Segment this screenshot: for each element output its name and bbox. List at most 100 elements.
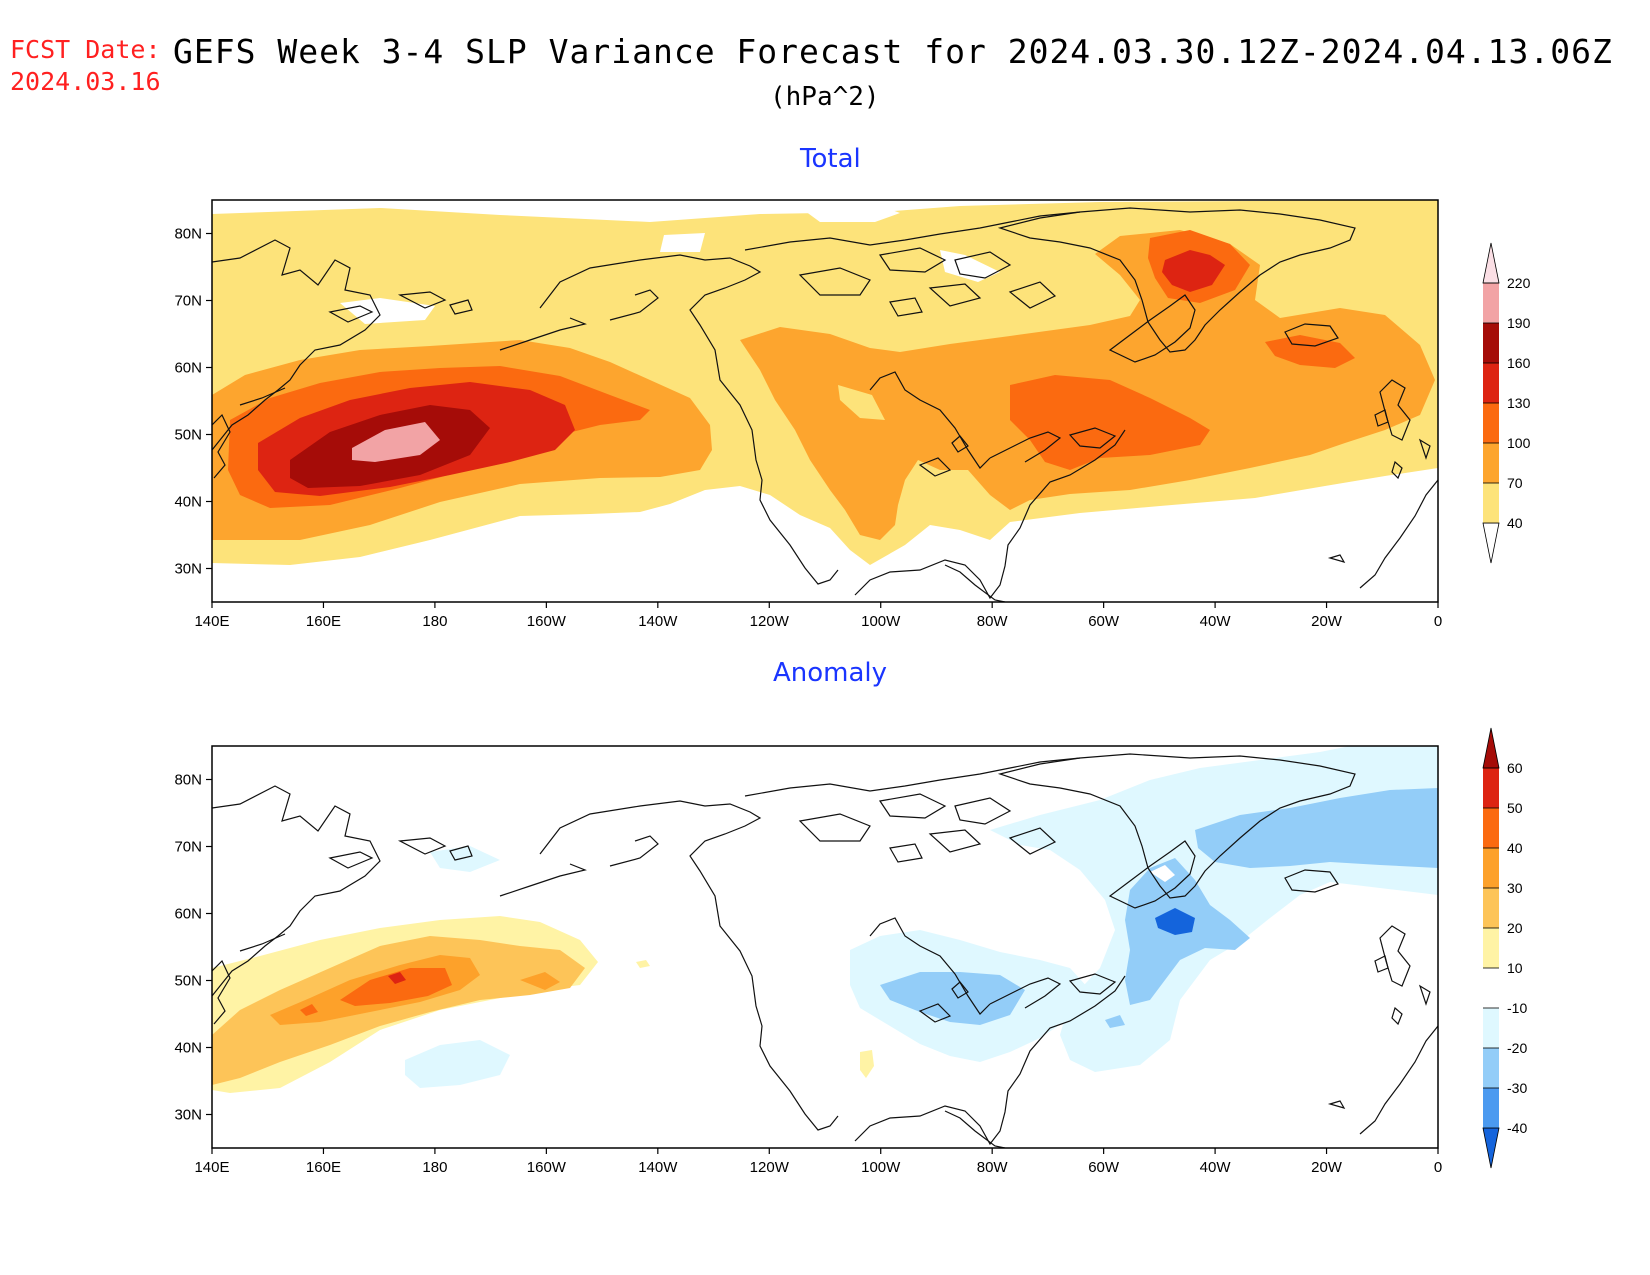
figure-units: (hPa^2) [770, 82, 880, 112]
total-colorbar-label: 40 [1507, 515, 1523, 531]
total-lat-tick-label: 70N [174, 293, 202, 310]
total-gap-siberia [340, 298, 435, 324]
anomaly-lon-tick-label: 20W [1311, 1159, 1343, 1176]
anomaly-colorbar-label: -40 [1507, 1120, 1527, 1136]
anomaly-lon-tick-label: 140E [194, 1159, 229, 1176]
total-axis-ticks: 30N 40N 50N 60N 70N 80N 140E 160E 180 160W 140W 120… [174, 226, 1442, 631]
total-lon-tick-label: 160W [527, 613, 567, 630]
anomaly-colorbar-band [1483, 768, 1499, 808]
total-colorbar-label: 220 [1507, 275, 1531, 291]
anomaly-lat-tick-label: 50N [174, 973, 202, 990]
forecast-date: FCST Date: 2024.03.16 [10, 34, 161, 98]
anomaly-level-10-spot [860, 1050, 874, 1078]
anomaly-level-20-region [212, 936, 585, 1085]
total-lat-tick-label: 50N [174, 427, 202, 444]
total-lat-tick-label: 30N [174, 561, 202, 578]
anomaly-gap-hole [1150, 865, 1175, 882]
total-colorbar-band [1483, 323, 1499, 363]
anomaly-colorbar-band [1483, 1048, 1499, 1088]
forecast-date-label: FCST Date: [10, 35, 161, 64]
total-level-100-iceland [1265, 335, 1355, 368]
anomaly-neg20-great-lakes [880, 972, 1025, 1025]
total-colorbar-lower-triangle [1482, 522, 1500, 564]
total-colorbar-band [1483, 483, 1499, 523]
anomaly-map-frame [211, 745, 1439, 1149]
total-gap-arctic [790, 200, 900, 222]
anomaly-level-10-speck [636, 960, 650, 968]
total-lon-tick-label: 180 [422, 613, 447, 630]
anomaly-lat-tick-label: 60N [174, 906, 202, 923]
anomaly-lat-tick-label: 40N [174, 1040, 202, 1057]
anomaly-lon-tick-label: 80W [977, 1159, 1009, 1176]
anomaly-lon-tick-label: 160W [527, 1159, 567, 1176]
anomaly-lat-tick-label: 30N [174, 1107, 202, 1124]
total-lon-tick-label: 140E [194, 613, 229, 630]
total-contours [212, 200, 1438, 602]
panel-title-total: Total [800, 144, 861, 174]
anomaly-colorbar-band [1483, 928, 1499, 968]
anomaly-lon-tick-label: 160E [306, 1159, 341, 1176]
anomaly-lon-tick-label: 60W [1088, 1159, 1120, 1176]
anomaly-lon-tick-label: 0 [1434, 1159, 1442, 1176]
anomaly-axis-ticks: 30N 40N 50N 60N 70N 80N 140E 160E 180 160W 140W 120… [174, 772, 1442, 1177]
anomaly-neg20-spot [1105, 1015, 1125, 1028]
anomaly-colorbar-band [1483, 1088, 1499, 1128]
total-colorbar-label: 190 [1507, 315, 1531, 331]
anomaly-colorbar-label: 10 [1507, 960, 1523, 976]
anomaly-colorbar-label: 60 [1507, 760, 1523, 776]
anomaly-colorbar-band [1483, 848, 1499, 888]
anomaly-neg10-bering [430, 846, 500, 872]
anomaly-lon-tick-label: 100W [861, 1159, 901, 1176]
anomaly-level-30-spot [520, 972, 560, 990]
total-colorbar-label: 100 [1507, 435, 1531, 451]
total-colorbar-band [1483, 443, 1499, 483]
anomaly-colorbar-band [1483, 968, 1499, 1008]
anomaly-colorbar-band [1483, 808, 1499, 848]
anomaly-neg30-region [1155, 908, 1195, 935]
anomaly-colorbar-label: -20 [1507, 1040, 1527, 1056]
total-colorbar-band [1483, 363, 1499, 403]
total-lat-tick-label: 60N [174, 360, 202, 377]
total-map [211, 199, 1439, 603]
panel-title-anomaly: Anomaly [773, 658, 888, 688]
total-lat-tick-label: 80N [174, 226, 202, 243]
anomaly-colorbar-label: 50 [1507, 800, 1523, 816]
total-lon-tick-label: 0 [1434, 613, 1442, 630]
total-level-100-labrador [1010, 375, 1210, 470]
anomaly-neg10-pacific [405, 1040, 510, 1088]
anomaly-colorbar: -40 -30 -20 -10 10 20 30 40 50 60 [1482, 727, 1527, 1169]
total-colorbar-label: 130 [1507, 395, 1531, 411]
forecast-date-value: 2024.03.16 [10, 67, 161, 96]
anomaly-colorbar-label: -30 [1507, 1080, 1527, 1096]
total-gap-baffin [940, 250, 1000, 282]
anomaly-colorbar-label: 30 [1507, 880, 1523, 896]
anomaly-colorbar-label: 20 [1507, 920, 1523, 936]
anomaly-lon-tick-label: 120W [750, 1159, 790, 1176]
anomaly-lat-tick-label: 80N [174, 772, 202, 789]
anomaly-lat-tick-label: 70N [174, 839, 202, 856]
total-colorbar-label: 160 [1507, 355, 1531, 371]
total-lon-tick-label: 20W [1311, 613, 1343, 630]
total-colorbar-band [1483, 283, 1499, 323]
anomaly-lon-tick-label: 180 [422, 1159, 447, 1176]
anomaly-map [211, 745, 1439, 1149]
anomaly-lon-tick-label: 40W [1200, 1159, 1232, 1176]
total-map-frame [211, 199, 1439, 603]
anomaly-level-50-spot [388, 972, 406, 984]
total-level-190-region [352, 422, 440, 462]
total-lon-tick-label: 80W [977, 613, 1009, 630]
total-lon-tick-label: 160E [306, 613, 341, 630]
anomaly-colorbar-band [1483, 1008, 1499, 1048]
total-lon-tick-label: 140W [638, 613, 678, 630]
anomaly-colorbar-label: 40 [1507, 840, 1523, 856]
anomaly-colorbar-band [1483, 888, 1499, 928]
total-colorbar: 40 70 100 130 160 190 220 [1482, 242, 1531, 564]
total-lon-tick-label: 60W [1088, 613, 1120, 630]
anomaly-neg20-east [1195, 788, 1438, 868]
total-lon-tick-label: 40W [1200, 613, 1232, 630]
anomaly-colorbar-lower-triangle [1482, 1127, 1500, 1169]
total-lon-tick-label: 120W [750, 613, 790, 630]
anomaly-colorbar-label: -10 [1507, 1000, 1527, 1016]
anomaly-level-40-spot [300, 1004, 318, 1016]
